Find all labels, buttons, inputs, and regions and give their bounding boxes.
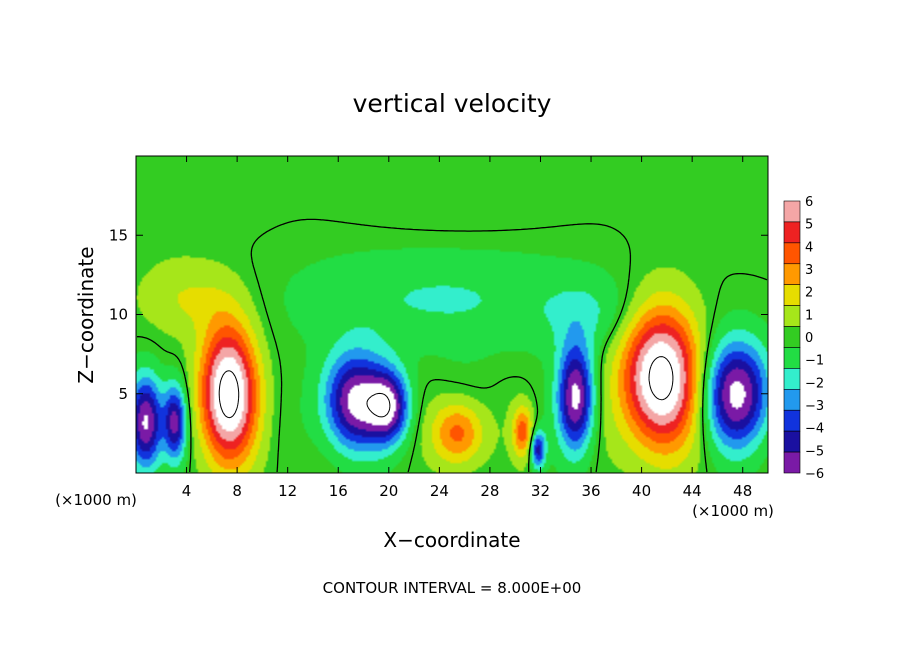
contour-lines [137, 218, 768, 473]
colorbar-label: 0 [805, 331, 813, 346]
x-tick-label: 48 [733, 482, 752, 500]
x-tick-label: 16 [329, 482, 348, 500]
contour-interval-note: CONTOUR INTERVAL = 8.000E+00 [323, 579, 582, 597]
x-tick-label: 12 [278, 482, 297, 500]
x-tick-label: 4 [182, 482, 192, 500]
x-tick-label: 24 [430, 482, 449, 500]
colorbar-swatch [783, 409, 801, 432]
colorbar-swatch [783, 221, 801, 244]
colorbar-label: 1 [805, 308, 813, 323]
x-tick-label: 36 [581, 482, 600, 500]
y-axis: 5 10 15 [109, 226, 768, 403]
colorbar-swatch [783, 451, 801, 474]
colorbar-label: 5 [805, 218, 813, 233]
colorbar-swatch [783, 368, 801, 390]
y-axis-label: Z−coordinate [74, 246, 98, 383]
x-tick-label: 28 [480, 482, 499, 500]
colorbar-swatch [783, 347, 801, 369]
colorbar-label: 2 [805, 286, 813, 301]
colorbar-label: −4 [805, 422, 824, 437]
colorbar-swatch [783, 326, 801, 348]
colorbar-label: −1 [805, 354, 824, 369]
colorbar-label: 6 [805, 195, 813, 210]
colorbar-swatch [783, 200, 801, 223]
x-tick-label: 20 [379, 482, 398, 500]
x-tick-label: 8 [232, 482, 242, 500]
colorbar-swatch [783, 430, 801, 453]
colorbar-swatch [783, 242, 801, 265]
colorbar-label: −6 [805, 467, 824, 482]
velocity-field [136, 156, 768, 473]
colorbar-label: 3 [805, 263, 813, 278]
colorbar-label: −5 [805, 444, 824, 459]
colorbar-swatch [783, 263, 801, 285]
y-tick-label: 10 [109, 306, 128, 324]
x-unit-left: (×1000 m) [55, 491, 137, 509]
contour-line [137, 218, 768, 473]
colorbar-swatch [783, 284, 801, 306]
x-tick-label: 40 [632, 482, 651, 500]
chart-title: vertical velocity [353, 89, 552, 118]
x-unit-right: (×1000 m) [692, 502, 774, 520]
x-axis-label: X−coordinate [383, 528, 520, 552]
colorbar-label: −2 [805, 376, 824, 391]
colorbar: 6 5 4 3 2 1 0 −1 −2 −3 −4 −5 −6 [783, 195, 824, 482]
x-axis: 4 8 12 16 20 24 28 32 36 40 44 48 [182, 156, 752, 500]
y-tick-label: 5 [118, 385, 128, 403]
x-tick-label: 32 [531, 482, 550, 500]
colorbar-swatch [783, 305, 801, 327]
contour-line [218, 356, 674, 419]
colorbar-label: 4 [805, 240, 813, 255]
colorbar-label: −3 [805, 399, 824, 414]
x-tick-label: 44 [683, 482, 702, 500]
y-tick-label: 15 [109, 226, 128, 244]
contour-negative [366, 392, 391, 418]
colorbar-swatch [783, 389, 801, 411]
